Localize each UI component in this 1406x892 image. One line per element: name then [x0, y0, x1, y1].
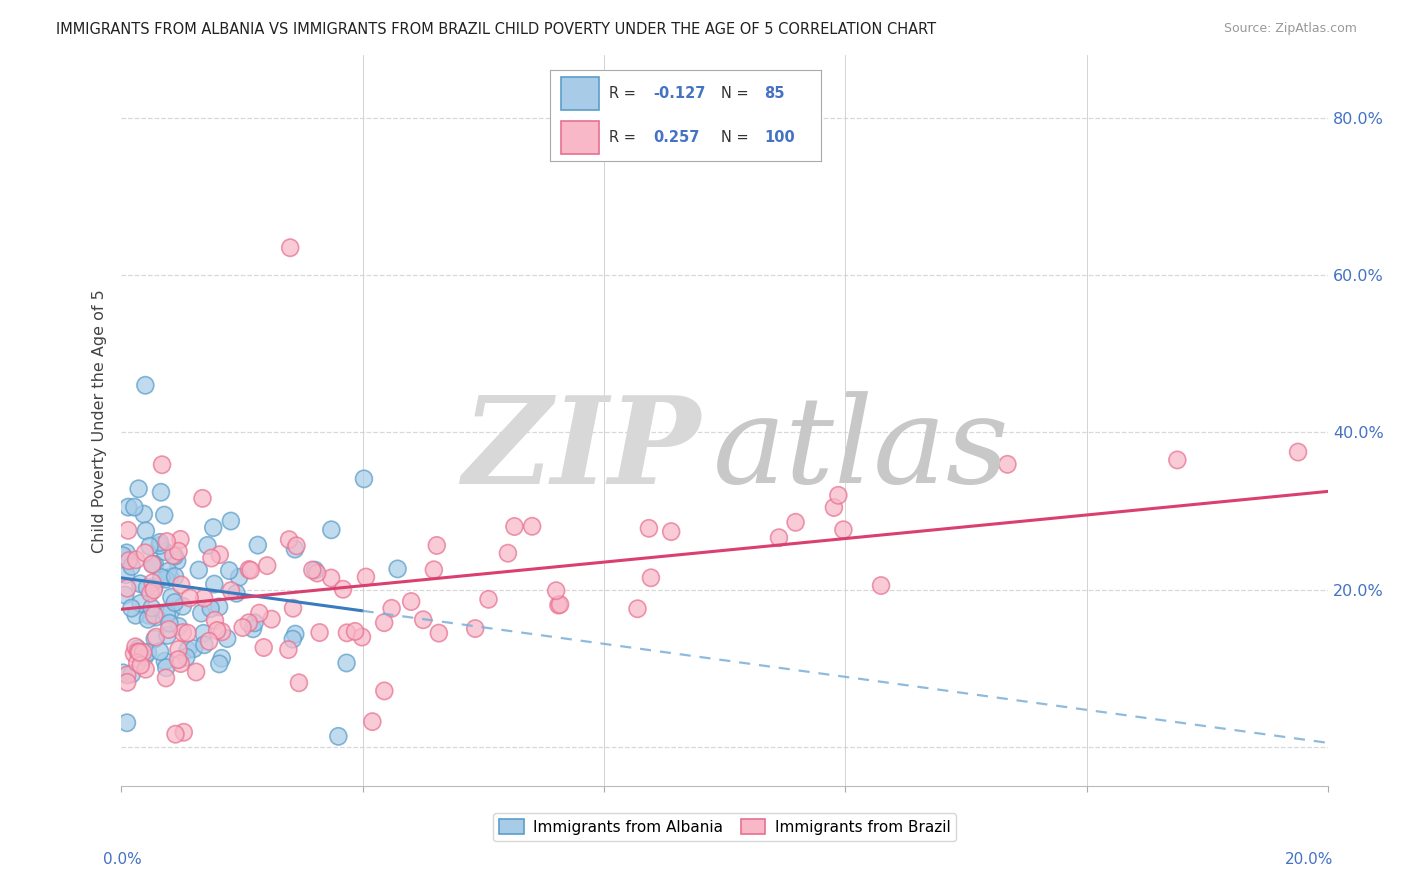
Text: atlas: atlas — [713, 392, 1010, 508]
Legend: Immigrants from Albania, Immigrants from Brazil: Immigrants from Albania, Immigrants from… — [494, 813, 956, 840]
Text: 0.0%: 0.0% — [103, 852, 142, 867]
Text: Source: ZipAtlas.com: Source: ZipAtlas.com — [1223, 22, 1357, 36]
Text: ZIP: ZIP — [463, 391, 700, 509]
Text: 20.0%: 20.0% — [1285, 852, 1333, 867]
Text: IMMIGRANTS FROM ALBANIA VS IMMIGRANTS FROM BRAZIL CHILD POVERTY UNDER THE AGE OF: IMMIGRANTS FROM ALBANIA VS IMMIGRANTS FR… — [56, 22, 936, 37]
Y-axis label: Child Poverty Under the Age of 5: Child Poverty Under the Age of 5 — [93, 289, 107, 552]
